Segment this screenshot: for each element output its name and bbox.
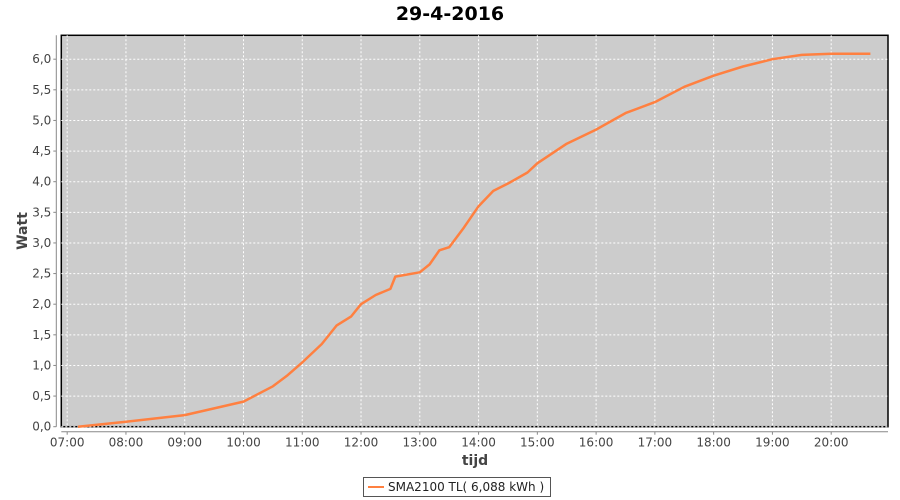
legend-label: SMA2100 TL( 6,088 kWh ) (388, 480, 545, 494)
y-tick-label: 2,5 (32, 267, 51, 281)
x-axis-label: tijd (462, 453, 488, 469)
x-tick-label: 16:00 (579, 436, 614, 450)
x-tick-label: 11:00 (285, 436, 320, 450)
x-tick-label: 14:00 (461, 436, 496, 450)
x-tick-label: 08:00 (109, 436, 144, 450)
legend: SMA2100 TL( 6,088 kWh ) (363, 477, 552, 497)
x-tick-label: 13:00 (403, 436, 438, 450)
x-tick-label: 09:00 (167, 436, 202, 450)
y-tick-label: 3,0 (32, 236, 51, 250)
x-axis: 07:00 08:00 09:00 10:00 11:00 12:00 13:00 14:00… (50, 431, 888, 450)
y-axis-label: Watt (15, 212, 31, 250)
legend-swatch (368, 486, 384, 488)
chart-title: 29-4-2016 (395, 3, 505, 25)
y-tick-label: 1,5 (32, 328, 51, 342)
y-tick-label: 1,0 (32, 358, 51, 372)
series-line (77, 52, 871, 428)
series-lines (77, 52, 871, 428)
y-tick-label: 5,5 (32, 83, 51, 97)
x-tick-label: 15:00 (520, 436, 555, 450)
grid-lines (61, 35, 888, 428)
y-tick-label: 2,0 (32, 297, 51, 311)
x-tick-label: 17:00 (638, 436, 673, 450)
y-tick-label: 3,5 (32, 205, 51, 219)
y-tick-label: 6,0 (32, 52, 51, 66)
y-axis: 0,0 0,5 1,0 1,5 2,0 2,5 3,0 3,5 4,0 4,5 5,0 5,5 6,0 (32, 35, 57, 434)
x-tick-label: 18:00 (696, 436, 731, 450)
x-tick-label: 12:00 (344, 436, 379, 450)
x-tick-label: 07:00 (50, 436, 85, 450)
y-tick-label: 0,0 (32, 420, 51, 434)
x-tick-label: 10:00 (226, 436, 261, 450)
x-tick-label: 19:00 (755, 436, 790, 450)
y-tick-label: 5,0 (32, 113, 51, 127)
plot-area (60, 34, 889, 428)
x-tick-label: 20:00 (814, 436, 849, 450)
y-tick-label: 4,0 (32, 175, 51, 189)
y-tick-label: 0,5 (32, 389, 51, 403)
y-tick-label: 4,5 (32, 144, 51, 158)
